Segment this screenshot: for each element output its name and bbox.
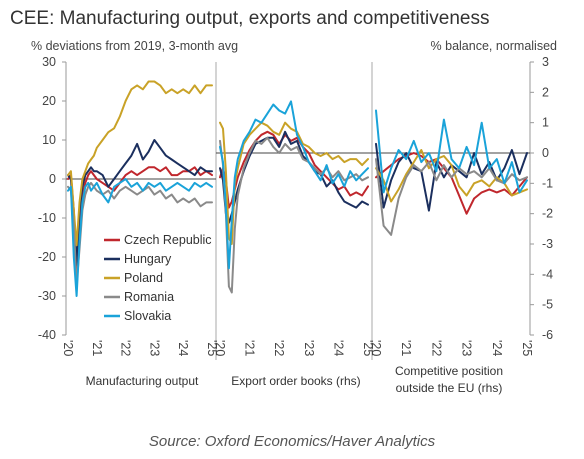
legend-label: Slovakia bbox=[124, 309, 171, 323]
left-tick-label: 30 bbox=[42, 55, 56, 69]
panel-1-series bbox=[67, 80, 213, 297]
x-tick-label: '25 bbox=[361, 340, 375, 356]
left-tick-label: -40 bbox=[38, 328, 56, 342]
left-tick-label: 0 bbox=[49, 172, 56, 186]
x-tick-label: '22 bbox=[119, 340, 133, 356]
series-line-romania bbox=[219, 136, 369, 294]
x-tick-label: '24 bbox=[490, 340, 504, 356]
left-tick-label: 20 bbox=[42, 94, 56, 108]
left-tick-label: -30 bbox=[38, 289, 56, 303]
panel-3-series bbox=[375, 109, 528, 236]
right-tick-label: 3 bbox=[542, 55, 549, 69]
panel-labels: Manufacturing output Export order books (… bbox=[86, 364, 503, 395]
x-tick-label: '25 bbox=[520, 340, 534, 356]
right-tick-label: -2 bbox=[542, 207, 553, 221]
x-tick-label: '23 bbox=[460, 340, 474, 356]
legend: Czech Republic Hungary Poland Romania Slovak… bbox=[104, 233, 212, 323]
x-tick-label: '22 bbox=[272, 340, 286, 356]
right-tick-label: -6 bbox=[542, 328, 553, 342]
source-note: Source: Oxford Economics/Haver Analytics bbox=[149, 433, 436, 450]
series-line-poland bbox=[67, 80, 213, 247]
legend-label: Poland bbox=[124, 271, 163, 285]
right-tick-label: -3 bbox=[542, 237, 553, 251]
x-tick-label: '20 bbox=[61, 340, 75, 356]
x-tick-label: '20 bbox=[369, 340, 383, 356]
x-tick-label: '22 bbox=[429, 340, 443, 356]
left-tick-label: -20 bbox=[38, 250, 56, 264]
right-tick-label: 0 bbox=[542, 146, 549, 160]
panel-label: outside the EU (rhs) bbox=[396, 381, 503, 395]
right-tick-label: -5 bbox=[542, 298, 553, 312]
plot-frame bbox=[65, 62, 531, 360]
legend-label: Czech Republic bbox=[124, 233, 212, 247]
left-tick-label: -10 bbox=[38, 211, 56, 225]
axis-ticks: 3020100-10-20-30-403210-1-2-3-4-5-6'20'2… bbox=[38, 55, 553, 356]
panel-label: Manufacturing output bbox=[86, 374, 199, 388]
series-line-slovakia bbox=[219, 100, 369, 270]
panel-2-series bbox=[219, 100, 369, 294]
x-tick-label: '21 bbox=[243, 340, 257, 356]
left-tick-label: 10 bbox=[42, 133, 56, 147]
x-tick-label: '23 bbox=[302, 340, 316, 356]
x-tick-label: '25 bbox=[205, 340, 219, 356]
x-tick-label: '21 bbox=[90, 340, 104, 356]
panel-label: Competitive position bbox=[395, 364, 503, 378]
right-axis-label: % balance, normalised bbox=[431, 39, 558, 53]
series-line-slovakia bbox=[375, 109, 528, 194]
series-line-romania bbox=[375, 158, 528, 236]
series-line-slovakia bbox=[67, 178, 213, 297]
chart-title: CEE: Manufacturing output, exports and c… bbox=[10, 8, 489, 29]
legend-label: Hungary bbox=[124, 252, 172, 266]
right-tick-label: 1 bbox=[542, 116, 549, 130]
plot-series bbox=[67, 80, 528, 297]
x-tick-label: '21 bbox=[399, 340, 413, 356]
right-tick-label: -4 bbox=[542, 267, 553, 281]
x-tick-label: '24 bbox=[176, 340, 190, 356]
panel-label: Export order books (rhs) bbox=[231, 374, 360, 388]
right-tick-label: 2 bbox=[542, 85, 549, 99]
left-axis-label: % deviations from 2019, 3-month avg bbox=[31, 39, 238, 53]
x-tick-label: '20 bbox=[213, 340, 227, 356]
right-tick-label: -1 bbox=[542, 176, 553, 190]
legend-label: Romania bbox=[124, 290, 174, 304]
x-tick-label: '24 bbox=[331, 340, 345, 356]
x-tick-label: '23 bbox=[147, 340, 161, 356]
